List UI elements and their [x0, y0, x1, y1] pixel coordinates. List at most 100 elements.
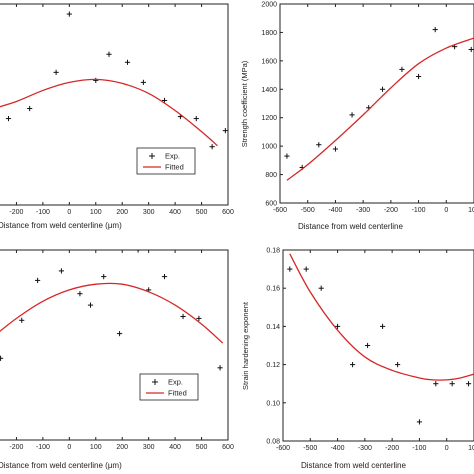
data-point [395, 362, 401, 368]
data-point [180, 313, 186, 320]
data-point [106, 51, 112, 57]
x-tick-label: 0 [67, 209, 71, 216]
data-point [27, 105, 33, 112]
data-point [58, 268, 64, 274]
chart-panel-2: -600 -500 -400 -300 -200 -100 0 100 600 800 1000 12… [240, 2, 474, 231]
y-tick-label: 0.12 [266, 362, 280, 369]
x-tick-label: -100 [412, 207, 426, 214]
data-point [349, 112, 355, 118]
x-tick-label: 600 [222, 444, 234, 451]
x-tick-label: 200 [116, 209, 128, 216]
y-tick-label: 1600 [261, 58, 277, 65]
x-tick-label: 500 [196, 444, 208, 451]
x-tick-label: -400 [331, 445, 345, 452]
legend: Exp. Fitted [139, 373, 199, 401]
x-tick-label: -300 [358, 445, 372, 452]
y-tick-label: 800 [265, 172, 277, 179]
x-tick-label: -500 [301, 207, 315, 214]
chart-panel-4: -600 -500 -400 -300 -200 -100 0 100 0.08 0.10 0.12… [241, 248, 474, 470]
x-tick-label: 200 [116, 444, 128, 451]
fitted-curve [0, 282, 224, 344]
fitted-curve [289, 253, 474, 381]
data-point [416, 419, 423, 425]
data-point [415, 73, 422, 80]
data-point [124, 59, 131, 65]
data-point [196, 315, 202, 321]
x-tick-label: 0 [444, 207, 448, 214]
data-point [284, 153, 290, 159]
x-tick-label: 400 [169, 209, 181, 216]
x-tick-label: -100 [36, 444, 50, 451]
data-point [193, 115, 199, 122]
x-axis-label: Distance from weld centerline (μm) [0, 461, 122, 470]
data-point [77, 291, 83, 297]
legend-marker-exp [149, 153, 155, 159]
data-point [465, 381, 472, 387]
data-point [19, 317, 25, 323]
data-point [101, 274, 107, 280]
x-tick-label: -100 [36, 209, 50, 216]
data-point [222, 128, 228, 134]
y-tick-label: 0.08 [266, 439, 280, 446]
plot-frame [0, 249, 229, 441]
y-tick-label: 0.14 [266, 324, 280, 331]
plot-frame [279, 3, 474, 204]
data-point [5, 115, 12, 122]
data-point [399, 66, 405, 72]
x-tick-label: 500 [196, 209, 208, 216]
y-tick-label: 1000 [261, 144, 277, 151]
legend-box [139, 373, 199, 401]
y-tick-label: 1400 [261, 87, 277, 94]
x-tick-label: -200 [9, 444, 23, 451]
x-tick-label: 0 [67, 444, 71, 451]
data-point [35, 277, 41, 283]
legend-label-exp: Exp. [165, 152, 180, 161]
data-point [287, 266, 293, 272]
data-point [116, 331, 123, 337]
y-tick-label: 0.16 [266, 286, 280, 293]
y-axis-label: Strain hardening exponent [241, 301, 250, 390]
x-tick-label: 100 [468, 445, 474, 452]
x-tick-label: 100 [90, 444, 102, 451]
x-tick-label: -600 [273, 207, 287, 214]
plot-frame [282, 249, 474, 442]
data-point [303, 266, 309, 272]
data-point [53, 69, 59, 75]
data-point [433, 381, 439, 387]
x-tick-label: -200 [384, 207, 398, 214]
legend-label-fitted: Fitted [168, 389, 187, 398]
x-axis-label: Distance from weld centerline [298, 222, 403, 231]
data-point [318, 285, 324, 291]
y-tick-label: 1800 [261, 30, 277, 37]
y-axis-label: Strength coefficient (MPa) [240, 60, 249, 147]
chart-panel-1: -200 -100 0 100 200 300 400 500 600 Distance from… [0, 3, 234, 230]
data-point [0, 355, 4, 361]
data-point [379, 86, 386, 92]
data-point [364, 342, 371, 349]
data-point [209, 144, 215, 150]
fitted-curve [286, 37, 474, 181]
data-point [449, 381, 455, 387]
y-tick-label: 0.10 [266, 400, 280, 407]
data-point [161, 97, 168, 104]
x-axis-label: Distance from weld centerline [301, 461, 406, 470]
data-point [379, 323, 386, 329]
data-point [161, 274, 168, 280]
legend-label-exp: Exp. [168, 378, 183, 387]
chart-panel-3: -200 -100 0 100 200 300 400 500 600 Distance from… [0, 249, 234, 470]
x-tick-label: -100 [412, 445, 426, 452]
y-tick-label: 0.18 [266, 248, 280, 255]
data-point [140, 79, 146, 85]
x-tick-label: -300 [356, 207, 370, 214]
data-point [217, 365, 223, 371]
y-tick-label: 600 [265, 201, 277, 208]
x-tick-label: 600 [222, 209, 234, 216]
x-tick-label: -200 [385, 445, 399, 452]
plot-area [0, 11, 228, 150]
x-axis-label: Distance from weld centerline (μm) [0, 221, 122, 230]
x-tick-label: 100 [90, 209, 102, 216]
data-point [135, 250, 141, 253]
x-tick-label: 400 [169, 444, 181, 451]
plot-frame [0, 3, 229, 206]
legend: Exp. Fitted [136, 147, 196, 175]
